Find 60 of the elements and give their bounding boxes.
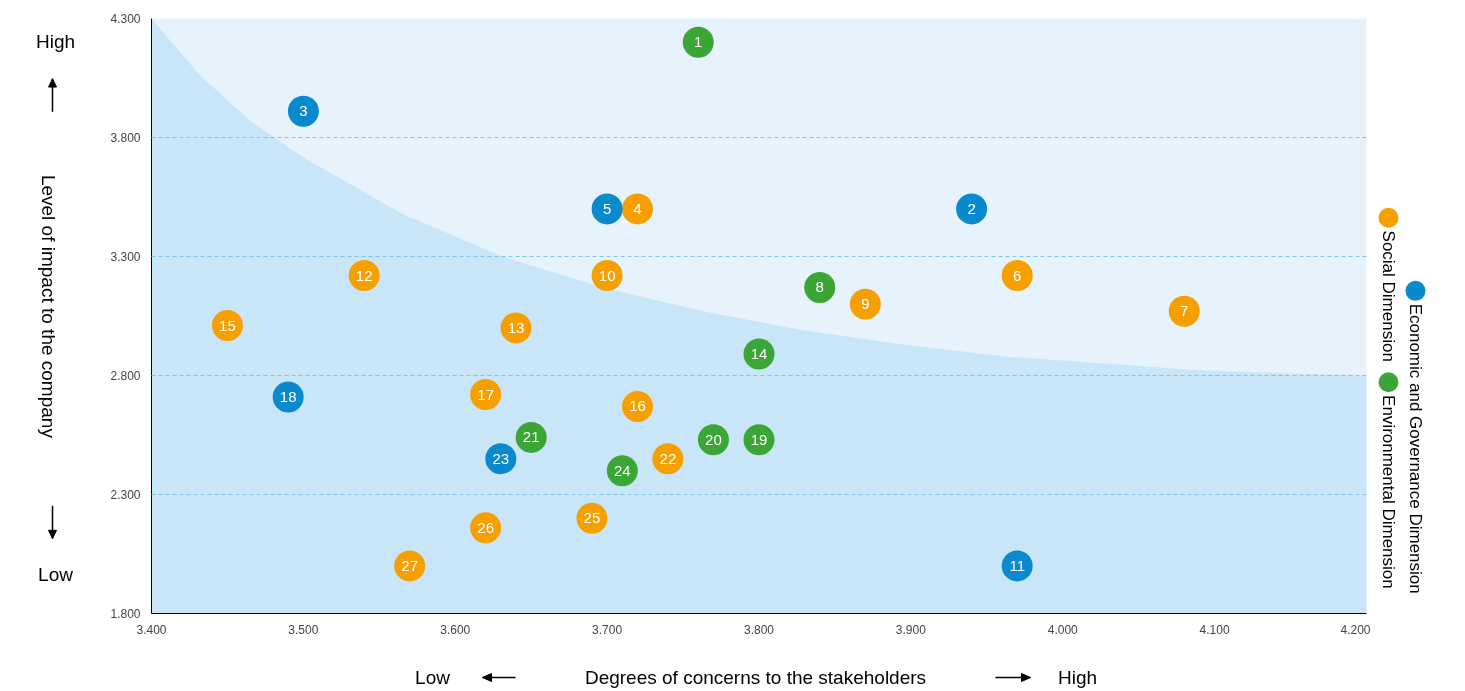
annotation: 3 [299,102,308,120]
annotation: 19 [750,430,768,448]
annotation: 7 [1180,302,1189,320]
point [849,288,881,320]
annotation: 11 [1009,556,1025,574]
point [1001,260,1033,292]
x-tick-label: 4.000 [1047,622,1079,637]
y-tick-label: 2.300 [110,488,141,502]
text: Low [38,563,74,585]
annotation: 21 [522,428,540,446]
annotation: 6 [1013,266,1022,284]
annotation: 15 [219,316,236,334]
annotation: 16 [629,397,646,415]
x-tick-label: 4.100 [1199,622,1230,637]
y-tick-label: 2.800 [110,369,141,383]
annotation: 4 [633,199,642,217]
y-tick-label: 4.300 [110,12,141,26]
text: Low [415,667,451,688]
annotation: 23 [492,449,510,467]
text: High [35,30,76,52]
x-tick-label: 3.600 [440,622,471,637]
x-tick-label: 3.800 [743,622,775,637]
y-tick-label: 3.800 [110,131,141,145]
y-tick-label: 1.800 [110,607,141,621]
annotation: 8 [815,278,824,296]
x-tick-label: 4.200 [1340,622,1371,637]
y-axis-title: Level of impact to the company [38,174,59,439]
legend-label: Social Dimension [1379,230,1398,362]
annotation: 26 [477,518,494,536]
annotation: 10 [598,266,616,284]
point [682,26,714,58]
annotation: 18 [279,387,297,405]
x-tick-label: 3.700 [592,622,623,637]
legend-label: Economic and Governance Dimension [1406,303,1425,594]
x-tick-label: 3.400 [136,622,167,637]
annotation: 14 [750,345,768,363]
annotation: 12 [355,266,373,284]
annotation: 20 [705,430,722,448]
legend-label: Environmental Dimension [1379,395,1398,589]
x-tick-label: 3.500 [288,622,319,637]
point [622,193,653,225]
point [956,193,988,225]
annotation: 17 [477,385,494,403]
annotation: 27 [401,556,419,574]
x-tick-label: 3.900 [895,622,927,637]
annotation: 25 [583,509,601,527]
y-tick-label: 3.300 [110,250,141,264]
x-axis-title: Degrees of concerns to the stakeholders [584,667,927,688]
annotation: 9 [861,295,870,313]
point [804,271,836,303]
annotation: 13 [507,318,525,336]
text: High [1057,667,1098,688]
point [1168,295,1200,327]
point [287,95,319,127]
annotation: 24 [613,461,631,479]
annotation: 1 [694,33,703,51]
annotation: 5 [602,199,612,217]
annotation: 22 [659,449,677,467]
annotation: 2 [967,199,976,217]
point [591,193,623,225]
